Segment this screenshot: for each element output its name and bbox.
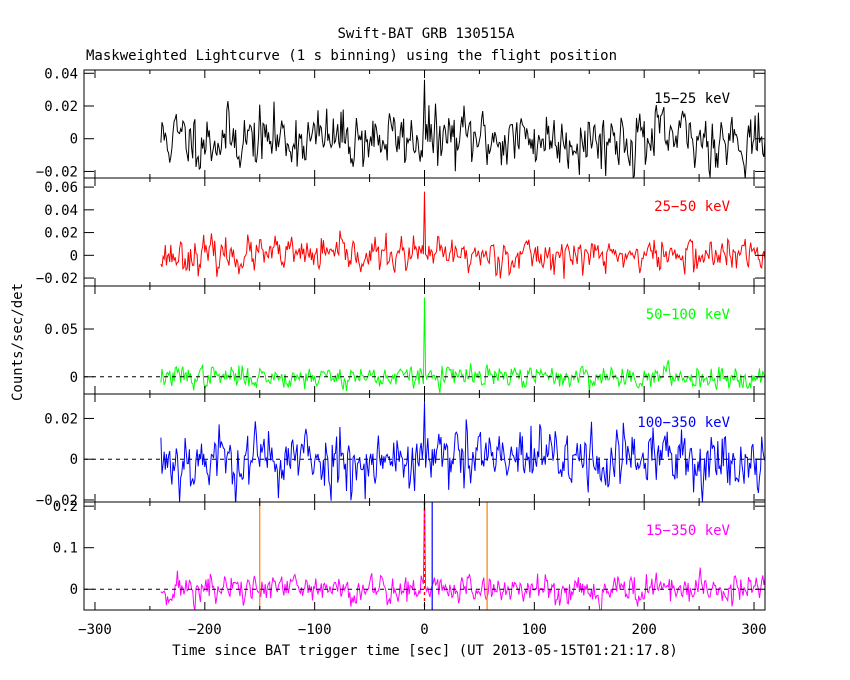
panels-group: −0.02 0 0.02 0.04 15−25 keV −0.02 0 0.02 0.04 0.0… (36, 66, 766, 611)
y-tick-label: −0.02 (36, 164, 78, 180)
y-tick-label: 0.02 (44, 411, 78, 427)
y-tick-label: −0.02 (36, 493, 78, 509)
band-label: 15−350 keV (646, 523, 731, 539)
y-tick-label: 0 (70, 132, 78, 148)
y-tick-label: 0.1 (53, 541, 78, 557)
x-tick-label: −300 (78, 622, 112, 638)
y-tick-label: 0.04 (44, 203, 78, 219)
y-tick-label: 0.04 (44, 66, 78, 82)
panel-100-350-kev: −0.02 0 0.02 100−350 keV (36, 393, 766, 509)
series-line (160, 79, 765, 178)
y-tick-label: 0 (70, 370, 78, 386)
series-line (160, 191, 765, 279)
band-label: 15−25 keV (654, 91, 730, 107)
y-axis-label: Counts/sec/det (10, 283, 26, 401)
panel-15-25-kev: −0.02 0 0.02 0.04 15−25 keV (36, 66, 766, 180)
y-tick-label: −0.02 (36, 271, 78, 287)
series-line (160, 402, 765, 502)
band-label: 50−100 keV (646, 307, 731, 323)
series-line (160, 297, 765, 393)
x-tick-label: −200 (188, 622, 222, 638)
panel-15-350-kev: 0 0.1 0.2 15−350 keV (53, 499, 766, 611)
panel-25-50-kev: −0.02 0 0.02 0.04 0.06 25−50 keV (36, 177, 766, 287)
chart-title: Swift-BAT GRB 130515A (337, 26, 515, 42)
y-tick-label: 0 (70, 452, 78, 468)
x-axis-label: Time since BAT trigger time [sec] (UT 20… (172, 643, 678, 659)
y-tick-label: 0 (70, 582, 78, 598)
x-tick-label: 200 (632, 622, 657, 638)
x-tick-label: 0 (420, 622, 428, 638)
x-tick-label: 300 (741, 622, 766, 638)
band-label: 25−50 keV (654, 199, 730, 215)
y-tick-label: 0.2 (53, 499, 78, 515)
x-tick-label: 100 (522, 622, 547, 638)
x-tick-labels: −300 −200 −100 0 100 200 300 (78, 622, 767, 638)
x-tick-label: −100 (298, 622, 332, 638)
band-label: 100−350 keV (637, 415, 730, 431)
panel-50-100-kev: 0 0.05 50−100 keV (44, 285, 766, 395)
chart-subtitle: Maskweighted Lightcurve (1 s binning) us… (86, 48, 617, 64)
y-tick-label: 0.05 (44, 322, 78, 338)
series-line (160, 502, 765, 610)
y-tick-label: 0.02 (44, 226, 78, 242)
y-tick-label: 0.02 (44, 99, 78, 115)
y-tick-label: 0.06 (44, 180, 78, 196)
y-tick-label: 0 (70, 248, 78, 264)
